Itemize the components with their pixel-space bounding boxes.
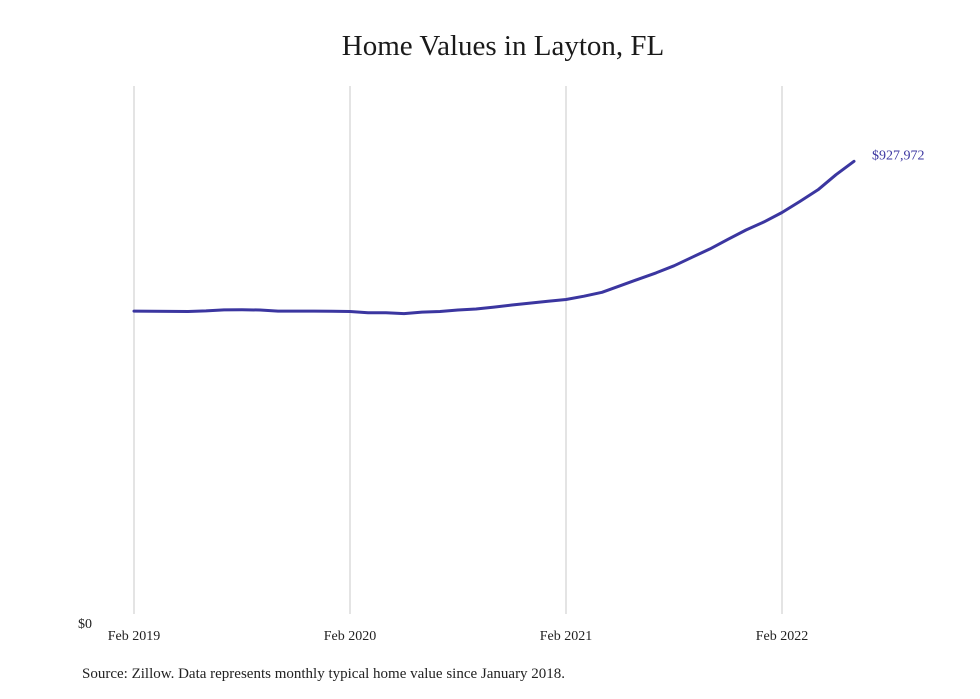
end-value-label: $927,972 bbox=[872, 148, 925, 163]
x-tick-labels: Feb 2019 Feb 2020 Feb 2021 Feb 2022 bbox=[108, 629, 809, 644]
series-line bbox=[132, 159, 856, 316]
x-tick-label: Feb 2021 bbox=[540, 629, 593, 644]
y-tick-label: $0 bbox=[78, 617, 92, 632]
x-tick-label: Feb 2019 bbox=[108, 629, 161, 644]
chart-title: Home Values in Layton, FL bbox=[341, 30, 665, 62]
x-tick-label: Feb 2020 bbox=[324, 629, 377, 644]
y-tick-labels: $0 bbox=[78, 617, 92, 632]
source-note: Source: Zillow. Data represents monthly … bbox=[82, 666, 566, 682]
gridlines bbox=[133, 86, 783, 614]
x-tick-label: Feb 2022 bbox=[756, 629, 809, 644]
series-points bbox=[133, 161, 855, 314]
